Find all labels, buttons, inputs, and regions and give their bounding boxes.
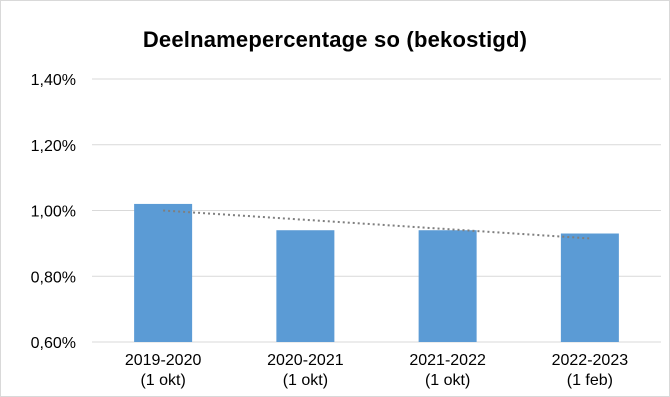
y-tick-label: 0,80% — [31, 269, 76, 286]
y-tick-label: 1,40% — [31, 72, 76, 89]
y-tick-label: 1,00% — [31, 204, 76, 221]
x-tick-label: (1 okt) — [140, 372, 185, 389]
x-tick-label: (1 okt) — [425, 372, 470, 389]
x-tick-label: 2019-2020 — [125, 352, 202, 369]
x-tick-label: (1 feb) — [567, 372, 613, 389]
x-tick-label: 2022-2023 — [552, 352, 629, 369]
trendline-group — [163, 209, 590, 240]
y-tick-label: 1,20% — [31, 138, 76, 155]
bar — [276, 230, 335, 342]
x-tick-label: 2021-2022 — [409, 352, 486, 369]
x-tick-label: (1 okt) — [283, 372, 328, 389]
bar — [418, 230, 477, 342]
x-tick-label: 2020-2021 — [267, 352, 344, 369]
y-tick-label: 0,60% — [31, 335, 76, 352]
x-axis-ticks: 2019-2020 (1 okt) 2020-2021 (1 okt) 2021-202… — [125, 352, 628, 389]
chart-title: Deelnamepercentage so (bekostigd) — [142, 27, 528, 52]
trendline — [163, 209, 590, 240]
bars — [134, 203, 619, 342]
bar — [134, 203, 193, 342]
bar — [560, 233, 619, 342]
y-axis-ticks: 0,60% 0,80% 1,00% 1,20% 1,40% — [31, 72, 76, 352]
